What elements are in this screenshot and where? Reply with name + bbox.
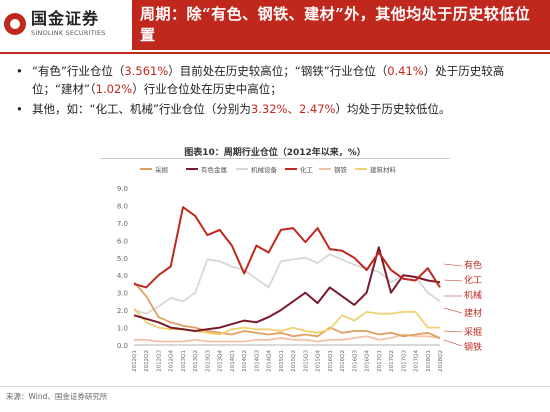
series-line (133, 253, 441, 315)
title-band: 周期：除“有色、钢铁、建材”外，其他均处于历史较低位置 (132, 0, 550, 50)
x-tick-label: 2012Q2 (144, 350, 150, 372)
logo-name-cn: 国金证券 (31, 9, 100, 29)
highlight-value: 1.02% (95, 82, 133, 96)
source-note: 来源：Wind、国金证券研究所 (6, 392, 108, 401)
x-tick-label: 2014Q2 (242, 350, 248, 372)
x-tick-label: 2017Q2 (389, 350, 395, 372)
line-chart: 采掘 有色金属 机械设备 化工 钢铁 建筑材料 0.01.02.03.04.05.06.0… (117, 165, 482, 372)
legend-label: 有色金属 (201, 165, 227, 174)
series-line (134, 333, 441, 343)
chart-legend: 采掘 有色金属 机械设备 化工 钢铁 建筑材料 (140, 165, 397, 174)
x-tick-label: 2012Q4 (169, 350, 175, 372)
legend-label: 机械设备 (251, 165, 278, 174)
x-tick-label: 2016Q2 (340, 350, 346, 372)
bullet-item-1: “有色”行业仓位（3.561%）目前处在历史较高位；“钢铁”行业仓位（0.41%… (16, 62, 540, 98)
y-tick-label: 2.0 (117, 307, 128, 315)
x-tick-label: 2015Q1 (279, 350, 285, 372)
legend-label: 化工 (300, 165, 314, 174)
bullet-text: 其他，如：“化工、机械”行业仓位（分别为 (32, 102, 251, 116)
x-tick-label: 2015Q4 (316, 350, 322, 372)
bullet-text: ）行业仓位处在历史中高位； (132, 82, 282, 96)
bullet-list: “有色”行业仓位（3.561%）目前处在历史较高位；“钢铁”行业仓位（0.41%… (16, 62, 540, 120)
bullet-text: ）目前处在历史较高位；“钢铁”行业仓位（ (168, 64, 388, 78)
label-leader-line (443, 330, 463, 333)
y-tick-label: 5.0 (117, 255, 128, 263)
series-end-label: 化工 (464, 274, 482, 286)
y-tick-label: 7.0 (117, 220, 128, 228)
chart-title: 图表10：周期行业仓位（2012年以来，%） (184, 148, 366, 158)
slide-title: 周期：除“有色、钢铁、建材”外，其他均处于历史较低位置 (140, 5, 531, 44)
highlight-value: 3.561% (124, 64, 169, 78)
header: 国金证券 SINOLINK SECURITIES 周期：除“有色、钢铁、建材”外… (0, 0, 550, 56)
label-leader-line (443, 263, 463, 267)
y-tick-label: 3.0 (117, 290, 128, 298)
chart-title-divider (100, 158, 450, 159)
bullet-text: ）均处于历史较低位。 (335, 102, 451, 116)
x-tick-label: 2015Q2 (291, 350, 297, 372)
y-tick-label: 1.0 (117, 325, 128, 333)
x-tick-label: 2012Q3 (156, 350, 162, 372)
series-end-label: 采掘 (464, 326, 482, 338)
label-leader-line (443, 307, 463, 314)
company-logo: 国金证券 SINOLINK SECURITIES (4, 4, 132, 44)
label-leader-line (443, 279, 463, 282)
y-tick-label: 4.0 (117, 272, 128, 280)
y-tick-label: 8.0 (117, 202, 128, 210)
series-end-label: 钢铁 (464, 341, 482, 353)
series-line (133, 281, 441, 339)
bullet-text: ）处于历史较高位；“建材”（ (32, 64, 505, 96)
x-tick-label: 2016Q3 (352, 350, 358, 372)
x-tick-label: 2013Q2 (193, 350, 199, 372)
x-tick-label: 2018Q2 (438, 350, 444, 372)
x-tick-label: 2017Q1 (377, 350, 383, 372)
x-tick-label: 2016Q4 (365, 350, 371, 372)
highlight-value: 0.41% (387, 64, 424, 78)
series-line (133, 206, 441, 289)
x-tick-label: 2013Q3 (205, 350, 211, 372)
legend-label: 采掘 (155, 165, 169, 174)
x-tick-label: 2014Q4 (267, 350, 273, 372)
bullet-item-2: 其他，如：“化工、机械”行业仓位（分别为3.32%、2.47%）均处于历史较低位… (16, 100, 540, 118)
series-end-label: 建材 (464, 307, 482, 319)
series-end-label: 机械 (464, 289, 482, 301)
y-tick-label: 0.0 (117, 342, 128, 350)
legend-label: 钢铁 (334, 165, 348, 174)
x-tick-label: 2015Q3 (303, 350, 309, 372)
x-tick-label: 2014Q3 (254, 350, 260, 372)
series-end-label: 有色 (464, 259, 482, 271)
header-divider (0, 52, 550, 54)
footer-divider (0, 386, 550, 387)
highlight-value: 3.32%、2.47% (250, 102, 336, 116)
x-tick-label: 2013Q4 (218, 350, 224, 372)
label-leader-line (443, 339, 463, 347)
bullet-text: “有色”行业仓位（ (32, 64, 125, 78)
x-tick-label: 2017Q3 (401, 350, 407, 372)
x-tick-label: 2014Q1 (230, 350, 236, 372)
legend-label: 建筑材料 (370, 165, 397, 174)
x-tick-label: 2018Q1 (426, 350, 432, 372)
x-tick-label: 2017Q4 (414, 350, 420, 372)
series-line (133, 307, 440, 336)
series-line (133, 246, 441, 332)
y-axis: 0.0 1.0 2.0 3.0 4.0 5.0 6.0 7.0 8.0 9.0 (117, 185, 128, 350)
x-axis: 2012Q1 2012Q2 2012Q3 2012Q4 2013Q1 2013Q2 2013… (132, 344, 444, 372)
x-tick-label: 2013Q1 (181, 350, 187, 372)
y-tick-label: 9.0 (117, 185, 128, 193)
x-tick-label: 2016Q1 (328, 350, 334, 372)
x-tick-label: 2012Q1 (132, 350, 138, 372)
series-lines (133, 206, 441, 343)
logo-icon (4, 13, 26, 35)
y-tick-label: 6.0 (117, 237, 128, 245)
logo-name-en: SINOLINK SECURITIES (31, 29, 106, 38)
